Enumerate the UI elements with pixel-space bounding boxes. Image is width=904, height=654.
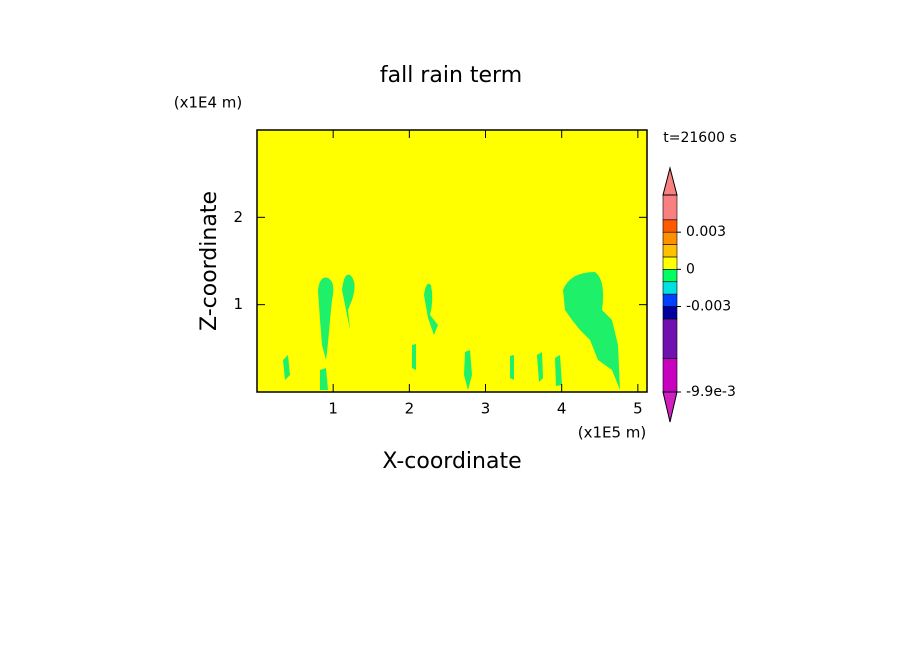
rain-regions (283, 272, 620, 390)
x-tick-label: 2 (405, 400, 415, 418)
region (537, 352, 543, 382)
colorbar-segment (662, 244, 678, 258)
colorbar-segment (662, 318, 678, 359)
colorbar-segment (662, 306, 678, 320)
region (342, 274, 355, 330)
region (464, 350, 472, 390)
colorbar-tick-label: -0.003 (686, 299, 731, 315)
region (318, 277, 334, 360)
x-unit: (x1E5 m) (578, 424, 647, 442)
colorbar-extend-high (662, 166, 678, 196)
region (555, 355, 562, 386)
colorbar-segment (662, 231, 678, 245)
region (412, 344, 416, 370)
colorbar-segment (662, 219, 678, 233)
colorbar-segment (662, 256, 678, 270)
colorbar-segment (662, 269, 678, 283)
colorbar-extend-low (662, 391, 678, 423)
colorbar-segment (662, 194, 678, 221)
chart-title: fall rain term (380, 63, 522, 88)
x-tick-label: 4 (557, 400, 567, 418)
colorbar-segment (662, 281, 678, 295)
y-unit: (x1E4 m) (174, 94, 243, 112)
x-tick-label: 5 (633, 400, 643, 418)
y-axis-label: Z-coordinate (197, 191, 222, 331)
colorbar-tick-label: 0.003 (686, 224, 726, 240)
colorbar-segment (662, 358, 678, 393)
region (563, 272, 620, 390)
region (320, 368, 328, 390)
x-axis-label: X-coordinate (382, 449, 521, 474)
field-background (257, 130, 647, 392)
x-tick-label: 3 (481, 400, 491, 418)
y-tick-label: 1 (233, 295, 243, 313)
region (283, 355, 290, 380)
time-annotation: t=21600 s (663, 130, 737, 146)
region (510, 355, 514, 380)
y-tick-label: 2 (233, 208, 243, 226)
colorbar-tick-label: 0 (686, 261, 695, 277)
colorbar-tick-label: -9.9e-3 (686, 384, 736, 400)
plot-frame (256, 129, 648, 393)
x-tick-label: 1 (328, 400, 338, 418)
colorbar-segment (662, 293, 678, 307)
region (424, 283, 438, 335)
